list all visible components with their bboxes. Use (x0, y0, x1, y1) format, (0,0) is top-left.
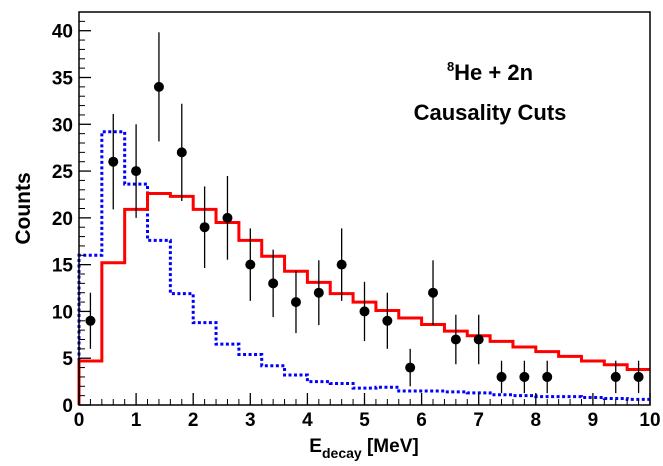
x-tick-label: 5 (359, 410, 370, 431)
fit-histogram-line (77, 192, 650, 405)
y-tick-label: 25 (52, 162, 74, 183)
data-point (245, 259, 256, 270)
data-point (222, 212, 233, 223)
data-point (131, 166, 142, 177)
x-axis-label: Edecay [MeV] (309, 436, 418, 461)
data-point (336, 259, 347, 270)
x-tick-label: 7 (473, 410, 484, 431)
data-point (450, 334, 461, 345)
x-tick-label: 4 (302, 410, 313, 431)
data-point (610, 371, 621, 382)
data-point (85, 315, 96, 326)
data-point (405, 362, 416, 373)
data-point (268, 278, 279, 289)
y-axis-label: Counts (12, 172, 35, 244)
data-point (359, 306, 370, 317)
data-point (473, 334, 484, 345)
data-point (542, 371, 553, 382)
data-points-layer (85, 32, 644, 394)
y-tick-label: 5 (62, 349, 73, 370)
x-tick-label: 9 (588, 410, 599, 431)
data-point (428, 287, 439, 298)
data-point (290, 297, 301, 308)
data-point (199, 222, 210, 233)
plot-frame (78, 11, 651, 406)
x-tick-label: 3 (245, 410, 256, 431)
x-tick-label: 0 (74, 410, 85, 431)
y-tick-label: 0 (62, 396, 73, 417)
data-point (176, 147, 187, 158)
annotation-line-1: 8He + 2n (447, 59, 533, 85)
background-histogram-line (77, 130, 650, 405)
y-tick-label: 15 (52, 256, 74, 277)
data-point (108, 156, 119, 167)
data-point (382, 315, 393, 326)
y-tick-label: 35 (52, 69, 74, 90)
axis-ticks-layer: 0 1 2 3 4 5 6 7 8 9 10 0 5 10 15 20 25 30 35 40 (52, 11, 661, 431)
annotation-mass-number: 8 (447, 59, 454, 74)
data-point (633, 371, 644, 382)
data-point (519, 371, 530, 382)
y-tick-label: 40 (52, 22, 73, 43)
x-axis-label-unit: [MeV] (362, 436, 419, 457)
y-tick-label: 30 (52, 115, 73, 136)
y-tick-label: 10 (52, 302, 73, 323)
x-tick-label: 6 (416, 410, 427, 431)
annotation-line-2: Causality Cuts (414, 100, 567, 125)
x-tick-label: 1 (131, 410, 142, 431)
y-tick-label: 20 (52, 209, 73, 230)
annotation-reaction: He + 2n (454, 60, 533, 85)
x-axis-label-subscript: decay (322, 445, 362, 461)
background-histogram-layer (77, 130, 650, 405)
data-point (313, 287, 324, 298)
fit-histogram-layer (77, 192, 650, 405)
x-axis-label-main: E (309, 436, 322, 457)
data-point (496, 371, 507, 382)
data-point (153, 81, 164, 92)
x-tick-label: 2 (188, 410, 199, 431)
x-tick-label: 10 (639, 410, 660, 431)
x-tick-label: 8 (531, 410, 542, 431)
